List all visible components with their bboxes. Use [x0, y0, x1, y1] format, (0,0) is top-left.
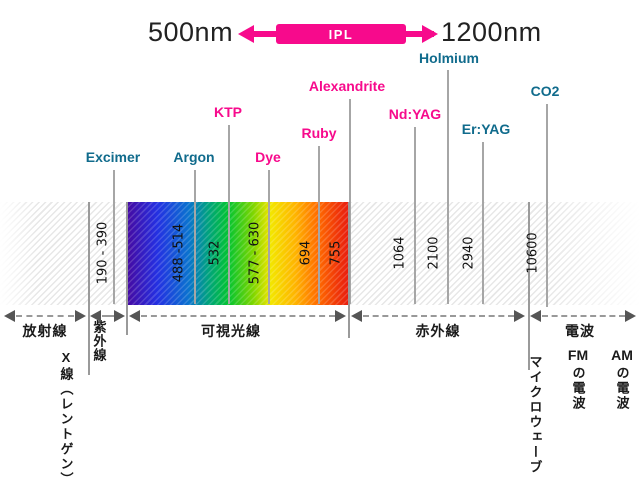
laser-label-ktp: KTP	[214, 104, 242, 120]
arrow-right-radio-icon	[625, 310, 636, 322]
am-suffix: の電波	[614, 366, 630, 411]
arrow-left-radio-icon	[530, 310, 541, 322]
pointer-line-alexandrite	[349, 99, 351, 304]
dash-uv	[102, 315, 114, 317]
wavelength-holmium: 2100	[426, 236, 442, 270]
sub-label-am: AM の電波	[611, 347, 633, 411]
wavelength-argon: 488 -514	[171, 223, 187, 283]
sub-label-microwave: マイクロウェーブ	[527, 355, 543, 475]
band-fade-left	[0, 202, 36, 305]
fm-suffix: の電波	[570, 366, 586, 411]
wavelength-dye: 577 - 630	[247, 221, 263, 285]
wavelength-ruby: 694	[298, 240, 314, 266]
wavelength-co2: 10600	[525, 232, 541, 274]
pointer-line-ktp	[228, 125, 230, 304]
region-label-uv: 紫外線	[91, 320, 107, 362]
arrow-right-radiation-icon	[75, 310, 86, 322]
boundary-visible-ir	[348, 202, 350, 338]
boundary-ir-radio	[528, 202, 530, 370]
laser-label-holmium: Holmium	[419, 50, 479, 66]
arrow-left-ir-icon	[351, 310, 362, 322]
laser-label-excimer: Excimer	[85, 149, 141, 165]
laser-label-ruby: Ruby	[301, 125, 337, 141]
pointer-line-excimer	[113, 170, 115, 304]
laser-label-ndyag: Nd:YAG	[388, 106, 442, 122]
pointer-line-dye	[268, 170, 270, 304]
arrow-right-ir-icon	[514, 310, 525, 322]
region-label-radio: 電波	[565, 323, 595, 339]
wavelength-ktp: 532	[207, 240, 223, 266]
arrow-right-uv-icon	[114, 310, 125, 322]
laser-label-co2: CO2	[530, 83, 560, 99]
dash-ir	[363, 315, 514, 317]
ipl-badge: IPL	[276, 24, 406, 44]
dash-radio	[542, 315, 625, 317]
ipl-arrow-left-icon	[238, 25, 254, 43]
sub-label-fm: FM の電波	[568, 347, 588, 411]
laser-label-argon: Argon	[173, 149, 215, 165]
region-label-ir: 赤外線	[415, 323, 461, 339]
ipl-arrow-right-icon	[422, 25, 438, 43]
dash-visible	[141, 315, 335, 317]
band-fade-right	[546, 202, 641, 305]
em-band	[0, 202, 641, 305]
wavelength-alexandrite: 755	[328, 240, 344, 266]
pointer-line-ndyag	[414, 127, 416, 304]
pointer-line-holmium	[447, 70, 449, 304]
fm-prefix: FM	[567, 347, 589, 363]
pointer-line-co2	[546, 104, 548, 307]
region-label-visible: 可視光線	[201, 323, 261, 339]
arrow-left-visible-icon	[129, 310, 140, 322]
wavelength-excimer: 190 - 390	[95, 221, 111, 285]
ipl-range-min: 500nm	[148, 17, 234, 47]
laser-label-eryag: Er:YAG	[461, 121, 511, 137]
ipl-range-max: 1200nm	[441, 17, 542, 47]
boundary-uv-visible	[126, 202, 128, 335]
sub-label-xray: X線（レントゲン）	[58, 350, 74, 480]
arrow-left-radiation-icon	[4, 310, 15, 322]
boundary-radiation-uv	[88, 202, 90, 375]
region-label-radiation: 放射線	[22, 323, 68, 339]
pointer-line-eryag	[482, 142, 484, 304]
arrow-left-uv-icon	[90, 310, 101, 322]
pointer-line-ruby	[318, 146, 320, 304]
laser-label-dye: Dye	[255, 149, 281, 165]
am-prefix: AM	[611, 347, 633, 363]
dash-radiation	[16, 315, 74, 317]
wavelength-eryag: 2940	[461, 236, 477, 270]
wavelength-ndyag: 1064	[392, 236, 408, 270]
pointer-line-argon	[194, 170, 196, 304]
arrow-right-visible-icon	[335, 310, 346, 322]
visible-spectrum-gradient	[126, 202, 349, 305]
laser-label-alexandrite: Alexandrite	[308, 78, 386, 94]
